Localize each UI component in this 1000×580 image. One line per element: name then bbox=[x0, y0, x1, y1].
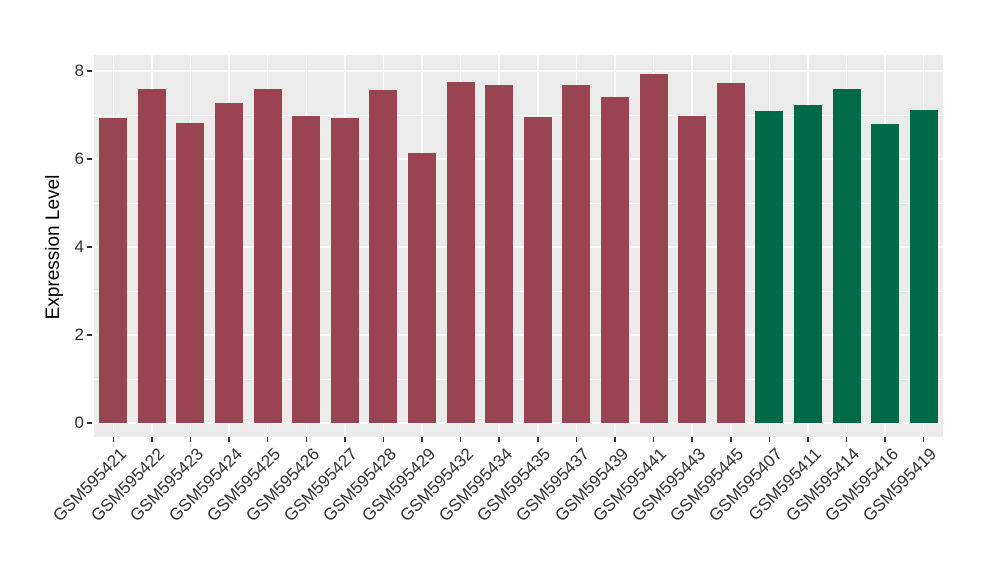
plot-panel bbox=[94, 55, 943, 437]
bar bbox=[639, 74, 668, 423]
bar bbox=[292, 116, 321, 423]
gridline-minor bbox=[94, 114, 943, 116]
gridline-major bbox=[94, 158, 943, 160]
bar bbox=[716, 82, 745, 423]
y-tick-mark bbox=[87, 334, 92, 336]
y-tick-mark bbox=[87, 422, 92, 424]
x-tick-mark bbox=[614, 437, 616, 442]
bar bbox=[446, 82, 475, 423]
y-tick-label: 6 bbox=[74, 149, 84, 168]
x-tick-mark bbox=[537, 437, 539, 442]
bar bbox=[137, 88, 166, 423]
y-tick-mark bbox=[87, 158, 92, 160]
x-tick-mark bbox=[228, 437, 230, 442]
x-tick-mark bbox=[189, 437, 192, 442]
bar bbox=[832, 88, 861, 423]
bar bbox=[253, 88, 282, 423]
x-tick-mark bbox=[305, 437, 307, 442]
gridline-major bbox=[94, 422, 943, 424]
bar bbox=[909, 109, 938, 423]
bar bbox=[330, 118, 359, 423]
y-axis-title: Expression Level bbox=[43, 174, 64, 320]
bar bbox=[176, 122, 205, 423]
gridline-major bbox=[94, 70, 943, 72]
x-tick-mark bbox=[344, 437, 346, 442]
x-tick-mark bbox=[266, 437, 269, 442]
x-tick-mark bbox=[421, 437, 423, 442]
x-tick-mark bbox=[922, 437, 925, 442]
bar bbox=[600, 96, 629, 423]
bar bbox=[369, 89, 398, 423]
bar bbox=[678, 115, 707, 423]
y-tick-label: 4 bbox=[74, 237, 84, 256]
x-tick-mark bbox=[768, 437, 771, 442]
x-tick-mark bbox=[652, 437, 655, 442]
x-tick-mark bbox=[151, 437, 153, 442]
y-tick-mark bbox=[87, 246, 92, 248]
bar bbox=[562, 85, 591, 423]
gridline-minor bbox=[94, 202, 943, 204]
x-tick-mark bbox=[112, 437, 115, 442]
x-tick-mark bbox=[807, 437, 809, 442]
gridline-major bbox=[94, 246, 943, 248]
y-tick-label: 0 bbox=[74, 413, 84, 432]
bar bbox=[408, 153, 437, 423]
x-tick-mark bbox=[575, 437, 578, 442]
gridline-minor bbox=[94, 290, 943, 292]
x-tick-mark bbox=[730, 437, 732, 442]
x-tick-mark bbox=[845, 437, 848, 442]
x-tick-mark bbox=[498, 437, 500, 442]
bar bbox=[755, 111, 784, 423]
bar bbox=[871, 123, 900, 423]
x-tick-mark bbox=[691, 437, 693, 442]
x-tick-mark bbox=[884, 437, 886, 442]
bar bbox=[793, 104, 822, 423]
y-tick-mark bbox=[87, 70, 92, 72]
bar bbox=[523, 117, 552, 423]
gridline-major bbox=[94, 334, 943, 336]
bar bbox=[215, 103, 244, 423]
gridline-minor bbox=[94, 378, 943, 380]
y-tick-label: 8 bbox=[74, 61, 84, 80]
x-tick-mark bbox=[382, 437, 385, 442]
y-tick-label: 2 bbox=[74, 325, 84, 344]
bar bbox=[99, 118, 128, 423]
bar bbox=[485, 85, 514, 423]
x-tick-mark bbox=[459, 437, 462, 442]
